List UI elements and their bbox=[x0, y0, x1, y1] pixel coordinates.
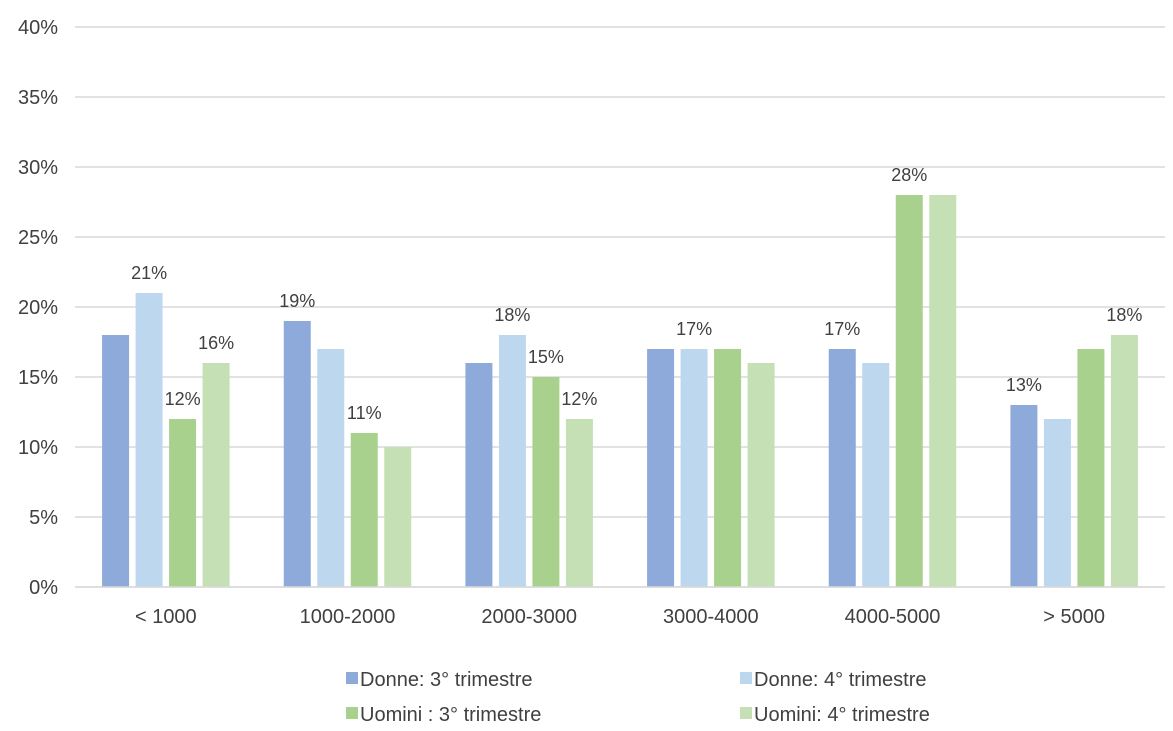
y-tick-label: 15% bbox=[18, 367, 58, 389]
legend-label: Uomini: 4° trimestre bbox=[754, 704, 930, 726]
legend-label: Donne: 3° trimestre bbox=[360, 669, 533, 691]
bar bbox=[747, 363, 775, 587]
bar bbox=[895, 195, 923, 587]
bar bbox=[102, 335, 130, 587]
bar bbox=[384, 447, 412, 587]
y-tick-label: 35% bbox=[18, 87, 58, 109]
bar bbox=[317, 349, 345, 587]
legend-swatch bbox=[740, 707, 752, 719]
bar bbox=[1010, 405, 1038, 587]
bars bbox=[102, 195, 1138, 587]
legend-label: Donne: 4° trimestre bbox=[754, 669, 927, 691]
bar bbox=[1077, 349, 1105, 587]
bar bbox=[565, 419, 593, 587]
bar bbox=[498, 335, 526, 587]
bar bbox=[465, 363, 493, 587]
bar bbox=[1110, 335, 1138, 587]
data-label: 19% bbox=[279, 291, 315, 311]
x-tick-label: > 5000 bbox=[1043, 606, 1105, 628]
data-label: 21% bbox=[131, 263, 167, 283]
data-label: 17% bbox=[676, 319, 712, 339]
x-tick-label: < 1000 bbox=[135, 606, 197, 628]
bar bbox=[135, 293, 163, 587]
y-tick-label: 40% bbox=[18, 17, 58, 39]
x-axis: < 1000 1000-2000 2000-3000 3000-4000 4000-50… bbox=[75, 586, 1165, 628]
bar bbox=[828, 349, 856, 587]
bar bbox=[283, 321, 311, 587]
data-label: 12% bbox=[165, 389, 201, 409]
data-label: 28% bbox=[891, 165, 927, 185]
y-tick-label: 25% bbox=[18, 227, 58, 249]
x-tick-label: 3000-4000 bbox=[663, 606, 759, 628]
legend: Donne: 3° trimestre Donne: 4° trimestre Uo… bbox=[346, 669, 930, 726]
x-tick-label: 1000-2000 bbox=[300, 606, 396, 628]
bar bbox=[714, 349, 742, 587]
y-tick-label: 10% bbox=[18, 437, 58, 459]
bar bbox=[1043, 419, 1071, 587]
legend-label: Uomini : 3° trimestre bbox=[360, 704, 541, 726]
x-tick-label: 2000-3000 bbox=[481, 606, 577, 628]
data-label: 11% bbox=[347, 403, 382, 423]
bar bbox=[929, 195, 957, 587]
gridlines bbox=[75, 26, 1165, 588]
bar bbox=[680, 349, 708, 587]
bar bbox=[169, 419, 197, 587]
data-label: 17% bbox=[824, 319, 860, 339]
bar bbox=[647, 349, 675, 587]
x-tick-label: 4000-5000 bbox=[845, 606, 941, 628]
bar bbox=[862, 363, 890, 587]
legend-swatch bbox=[346, 672, 358, 684]
legend-swatch bbox=[740, 672, 752, 684]
data-label: 16% bbox=[198, 333, 234, 353]
data-label: 18% bbox=[1106, 305, 1142, 325]
bar bbox=[202, 363, 230, 587]
data-label: 15% bbox=[528, 347, 564, 367]
y-tick-label: 0% bbox=[29, 577, 58, 599]
data-label: 18% bbox=[494, 305, 530, 325]
bar bbox=[350, 433, 378, 587]
y-tick-label: 30% bbox=[18, 157, 58, 179]
bar bbox=[532, 377, 560, 587]
legend-swatch bbox=[346, 707, 358, 719]
data-label: 13% bbox=[1006, 375, 1042, 395]
y-tick-label: 5% bbox=[29, 507, 58, 529]
y-axis: 0% 5% 10% 15% 20% 25% 30% 35% 40% bbox=[18, 17, 58, 599]
data-labels: 21% 12% 16% 19% 11% 18% 15% 12% 17% 17% 28% 13% 18% bbox=[131, 165, 1142, 423]
data-label: 12% bbox=[561, 389, 597, 409]
y-tick-label: 20% bbox=[18, 297, 58, 319]
